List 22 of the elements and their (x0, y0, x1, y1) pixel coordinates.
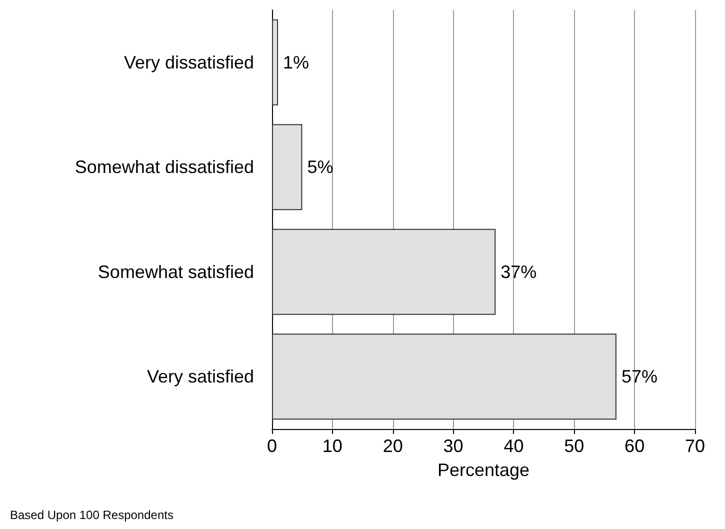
y-tick-label: Somewhat dissatisfied (74, 157, 254, 178)
x-axis-title: Percentage (437, 460, 530, 480)
x-tick-label: 40 (504, 436, 524, 456)
y-tick-label: Very dissatisfied (124, 52, 254, 72)
x-tick-label: 30 (443, 436, 464, 456)
x-tick-label: 0 (266, 436, 278, 456)
bar (272, 334, 616, 420)
data-label: 37% (500, 262, 537, 282)
x-tick-label: 60 (624, 436, 645, 456)
y-tick-label: Very satisfied (146, 366, 254, 387)
x-tick-label: 70 (684, 436, 706, 456)
data-label: 57% (621, 366, 658, 387)
data-label: 5% (307, 157, 334, 178)
bar (272, 124, 302, 210)
text: Based Upon 100 Respondents (10, 508, 174, 522)
y-tick-label: Somewhat satisfied (98, 262, 254, 282)
x-tick-label: 10 (322, 436, 342, 456)
bar (272, 19, 278, 106)
x-tick-label: 50 (564, 436, 584, 456)
x-tick-label: 20 (382, 436, 403, 456)
bar (272, 228, 496, 315)
data-label: 1% (283, 52, 310, 72)
